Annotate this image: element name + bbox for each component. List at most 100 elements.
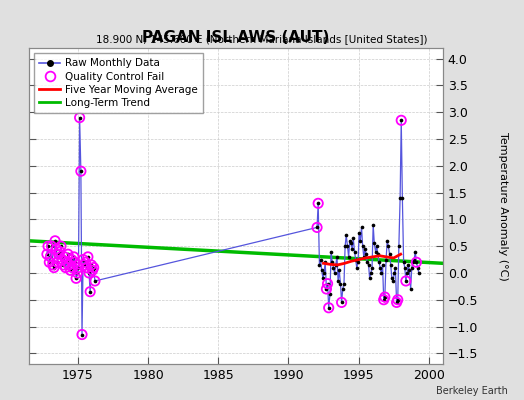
Point (316, 256, 325, 263)
Point (70, 254, 78, 260)
Point (394, 296, 402, 303)
Point (379, 296, 388, 303)
Point (352, 256, 360, 263)
Point (84, 254, 92, 260)
Point (329, 264, 337, 271)
Point (408, 264, 416, 271)
Point (398, 195, 407, 201)
Point (382, 256, 390, 263)
Point (405, 267, 413, 274)
Point (348, 246, 356, 252)
Point (414, 270, 423, 276)
Point (89, 267, 97, 274)
Point (51, 238, 59, 244)
Point (402, 278, 410, 284)
Point (79, 256, 88, 263)
Point (377, 270, 386, 276)
Point (341, 243, 350, 249)
Point (404, 262, 412, 268)
Point (326, 291, 334, 298)
Point (81, 259, 90, 266)
Point (72, 275, 80, 282)
Point (395, 243, 403, 249)
Point (313, 224, 321, 231)
Point (340, 280, 348, 287)
Point (54, 251, 63, 258)
Point (66, 267, 74, 274)
Point (74, 264, 83, 271)
Point (313, 224, 321, 231)
Point (370, 240, 378, 247)
Point (388, 275, 396, 282)
Point (59, 262, 68, 268)
Point (403, 270, 411, 276)
Point (332, 262, 340, 268)
Text: 18.900 N, 145.600 E (Northern Mariana Islands [United States]): 18.900 N, 145.600 E (Northern Mariana Is… (96, 34, 428, 44)
Point (77, 168, 85, 174)
Point (369, 222, 377, 228)
Point (412, 259, 421, 266)
Point (78, 331, 86, 338)
Point (337, 299, 346, 306)
Point (75, 114, 84, 121)
Point (372, 248, 380, 255)
Title: PAGAN ISL AWS (AUT): PAGAN ISL AWS (AUT) (142, 30, 330, 46)
Point (53, 259, 62, 266)
Point (379, 296, 388, 303)
Point (61, 264, 70, 271)
Point (69, 264, 77, 271)
Point (49, 262, 57, 268)
Point (65, 262, 73, 268)
Point (46, 254, 54, 260)
Point (314, 200, 322, 206)
Point (400, 264, 409, 271)
Point (89, 267, 97, 274)
Point (347, 240, 355, 247)
Point (91, 278, 99, 284)
Point (90, 264, 98, 271)
Point (392, 299, 401, 306)
Point (394, 296, 402, 303)
Point (74, 264, 83, 271)
Point (49, 262, 57, 268)
Point (63, 259, 71, 266)
Point (59, 262, 68, 268)
Point (321, 259, 330, 266)
Point (392, 299, 401, 306)
Point (365, 275, 374, 282)
Point (65, 262, 73, 268)
Point (343, 243, 352, 249)
Point (71, 259, 79, 266)
Point (323, 280, 332, 287)
Point (359, 254, 368, 260)
Point (373, 243, 381, 249)
Point (339, 286, 347, 292)
Point (44, 243, 52, 249)
Point (324, 304, 333, 311)
Point (79, 256, 88, 263)
Point (60, 254, 69, 260)
Point (45, 259, 53, 266)
Point (58, 256, 66, 263)
Point (57, 243, 65, 249)
Point (364, 262, 373, 268)
Point (344, 254, 353, 260)
Point (85, 270, 93, 276)
Point (322, 286, 331, 292)
Point (337, 299, 346, 306)
Point (355, 230, 363, 236)
Point (363, 259, 372, 266)
Point (410, 256, 418, 263)
Point (90, 264, 98, 271)
Point (323, 280, 332, 287)
Point (320, 270, 328, 276)
Point (399, 259, 408, 266)
Point (356, 238, 365, 244)
Point (361, 246, 369, 252)
Point (327, 248, 335, 255)
Point (80, 262, 89, 268)
Point (331, 270, 339, 276)
Point (51, 238, 59, 244)
Point (86, 288, 94, 295)
Point (67, 256, 75, 263)
